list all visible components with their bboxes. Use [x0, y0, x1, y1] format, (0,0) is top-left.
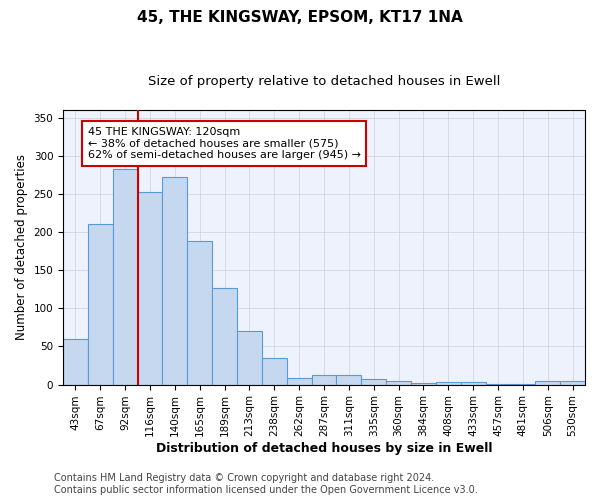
Text: Contains HM Land Registry data © Crown copyright and database right 2024.
Contai: Contains HM Land Registry data © Crown c… [54, 474, 478, 495]
X-axis label: Distribution of detached houses by size in Ewell: Distribution of detached houses by size … [156, 442, 492, 455]
Bar [63, 339, 88, 384]
Text: 45 THE KINGSWAY: 120sqm
← 38% of detached houses are smaller (575)
62% of semi-d: 45 THE KINGSWAY: 120sqm ← 38% of detache… [88, 127, 361, 160]
Bar [361, 380, 386, 384]
Bar [237, 331, 262, 384]
Bar [88, 224, 113, 384]
Bar [436, 382, 461, 384]
Bar [287, 378, 311, 384]
Bar [212, 288, 237, 384]
Bar [461, 382, 485, 384]
Bar [386, 381, 411, 384]
Bar [535, 381, 560, 384]
Bar [311, 376, 337, 384]
Bar [337, 374, 361, 384]
Bar [560, 381, 585, 384]
Bar [187, 241, 212, 384]
Text: 45, THE KINGSWAY, EPSOM, KT17 1NA: 45, THE KINGSWAY, EPSOM, KT17 1NA [137, 10, 463, 25]
Bar [113, 168, 137, 384]
Bar [262, 358, 287, 384]
Bar [411, 383, 436, 384]
Bar [163, 177, 187, 384]
Y-axis label: Number of detached properties: Number of detached properties [15, 154, 28, 340]
Bar [137, 192, 163, 384]
Title: Size of property relative to detached houses in Ewell: Size of property relative to detached ho… [148, 75, 500, 88]
